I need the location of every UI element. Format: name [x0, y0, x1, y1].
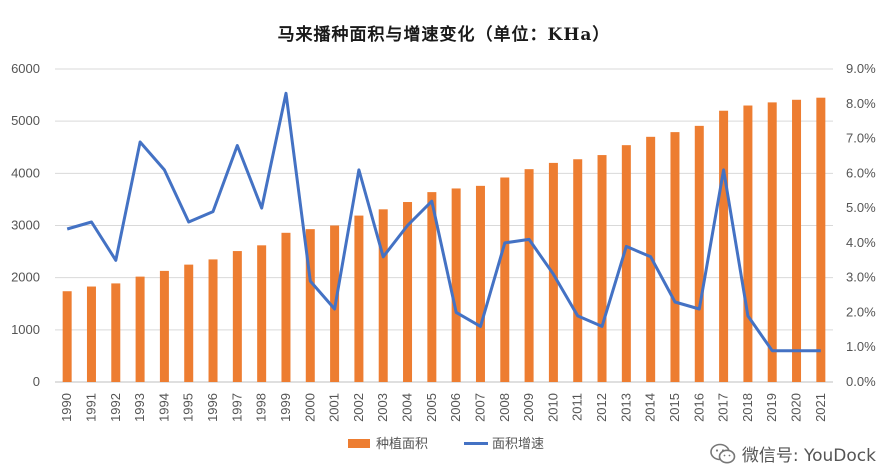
left-tick-label: 5000 — [11, 113, 40, 128]
right-tick-label: 0.0% — [846, 374, 876, 389]
bar — [86, 286, 96, 382]
x-tick-label: 1992 — [108, 393, 123, 422]
wechat-icon — [710, 443, 736, 463]
bar — [427, 192, 437, 382]
x-tick-label: 2011 — [570, 393, 585, 421]
left-tick-label: 1000 — [11, 322, 40, 337]
x-tick-label: 2008 — [497, 393, 512, 422]
x-tick-label: 2019 — [764, 393, 779, 422]
bar — [500, 177, 510, 382]
left-tick-label: 0 — [33, 374, 40, 389]
bar — [451, 188, 461, 382]
bar — [475, 185, 485, 382]
x-tick-label: 1990 — [59, 393, 74, 422]
x-tick-label: 2017 — [716, 393, 731, 422]
x-tick-label: 2001 — [327, 393, 342, 422]
right-tick-label: 8.0% — [846, 96, 876, 111]
watermark-text: 微信号: YouDock — [741, 446, 876, 466]
bar — [743, 105, 753, 383]
legend-label-growth: 面积增速 — [492, 437, 544, 452]
right-tick-label: 5.0% — [846, 200, 876, 215]
right-tick-label: 3.0% — [846, 270, 876, 285]
right-tick-label: 1.0% — [846, 339, 876, 354]
bar — [670, 132, 680, 382]
bar — [62, 291, 72, 382]
bar — [378, 209, 388, 382]
right-tick-label: 2.0% — [846, 304, 876, 319]
x-tick-label: 1998 — [254, 393, 269, 422]
bar — [573, 159, 583, 382]
growth-line — [66, 91, 821, 353]
x-tick-label: 2002 — [351, 393, 366, 422]
bar — [354, 215, 364, 382]
x-tick-label: 2012 — [594, 393, 609, 422]
bar — [403, 202, 413, 382]
bar — [792, 99, 802, 383]
x-tick-label: 1996 — [205, 393, 220, 422]
x-tick-label: 2016 — [691, 393, 706, 422]
left-tick-label: 3000 — [11, 218, 40, 233]
x-tick-label: 1997 — [229, 393, 244, 422]
bar — [257, 245, 267, 382]
x-tick-label: 1993 — [132, 393, 147, 422]
x-tick-label: 2005 — [424, 393, 439, 422]
x-tick-label: 2006 — [448, 393, 463, 422]
x-tick-label: 1999 — [278, 393, 293, 422]
right-tick-label: 9.0% — [846, 61, 876, 76]
left-tick-label: 2000 — [11, 270, 40, 285]
x-tick-label: 1994 — [156, 393, 171, 422]
legend-swatch-area — [348, 439, 370, 448]
bar — [694, 125, 704, 382]
bar — [719, 110, 729, 382]
x-tick-label: 2021 — [813, 393, 828, 422]
gridlines — [55, 68, 833, 383]
left-tick-label: 6000 — [11, 61, 40, 76]
bar — [208, 259, 218, 382]
watermark: 微信号: YouDock — [710, 441, 876, 466]
legend: 种植面积 面积增速 — [348, 437, 544, 452]
x-tick-label: 2004 — [400, 393, 415, 422]
x-tick-label: 2020 — [789, 393, 804, 422]
bar — [184, 264, 194, 382]
bar — [305, 229, 315, 382]
left-tick-label: 4000 — [11, 165, 40, 180]
left-axis: 0 1000 2000 3000 4000 5000 6000 — [11, 61, 40, 389]
right-tick-label: 4.0% — [846, 235, 876, 250]
x-tick-label: 2010 — [545, 393, 560, 422]
bar — [816, 97, 826, 383]
bar — [159, 270, 169, 382]
bar — [767, 102, 777, 383]
x-tick-label: 2015 — [667, 393, 682, 422]
bar — [111, 283, 121, 382]
bar — [621, 145, 631, 382]
right-axis: 0.0% 1.0% 2.0% 3.0% 4.0% 5.0% 6.0% 7.0% 8.0% 9.0% — [846, 61, 876, 389]
x-axis: 1990 1991 1992 1993 1994 1995 1996 1997 1998 1999… — [59, 393, 828, 422]
x-tick-label: 2018 — [740, 393, 755, 422]
legend-label-area: 种植面积 — [376, 437, 428, 452]
x-tick-label: 2014 — [643, 393, 658, 422]
x-tick-label: 2003 — [375, 393, 390, 422]
bar — [232, 251, 242, 382]
chart-title: 马来播种面积与增速变化（单位：KHa） — [277, 25, 611, 45]
right-tick-label: 6.0% — [846, 165, 876, 180]
bar — [597, 155, 607, 382]
x-tick-label: 2000 — [302, 393, 317, 422]
bar — [524, 169, 534, 382]
x-tick-label: 1991 — [83, 393, 98, 422]
x-tick-label: 2007 — [472, 393, 487, 422]
x-tick-label: 2009 — [521, 393, 536, 422]
bar — [281, 232, 291, 382]
bar — [135, 276, 145, 382]
x-tick-label: 1995 — [181, 393, 196, 422]
x-tick-label: 2013 — [618, 393, 633, 422]
right-tick-label: 7.0% — [846, 131, 876, 146]
